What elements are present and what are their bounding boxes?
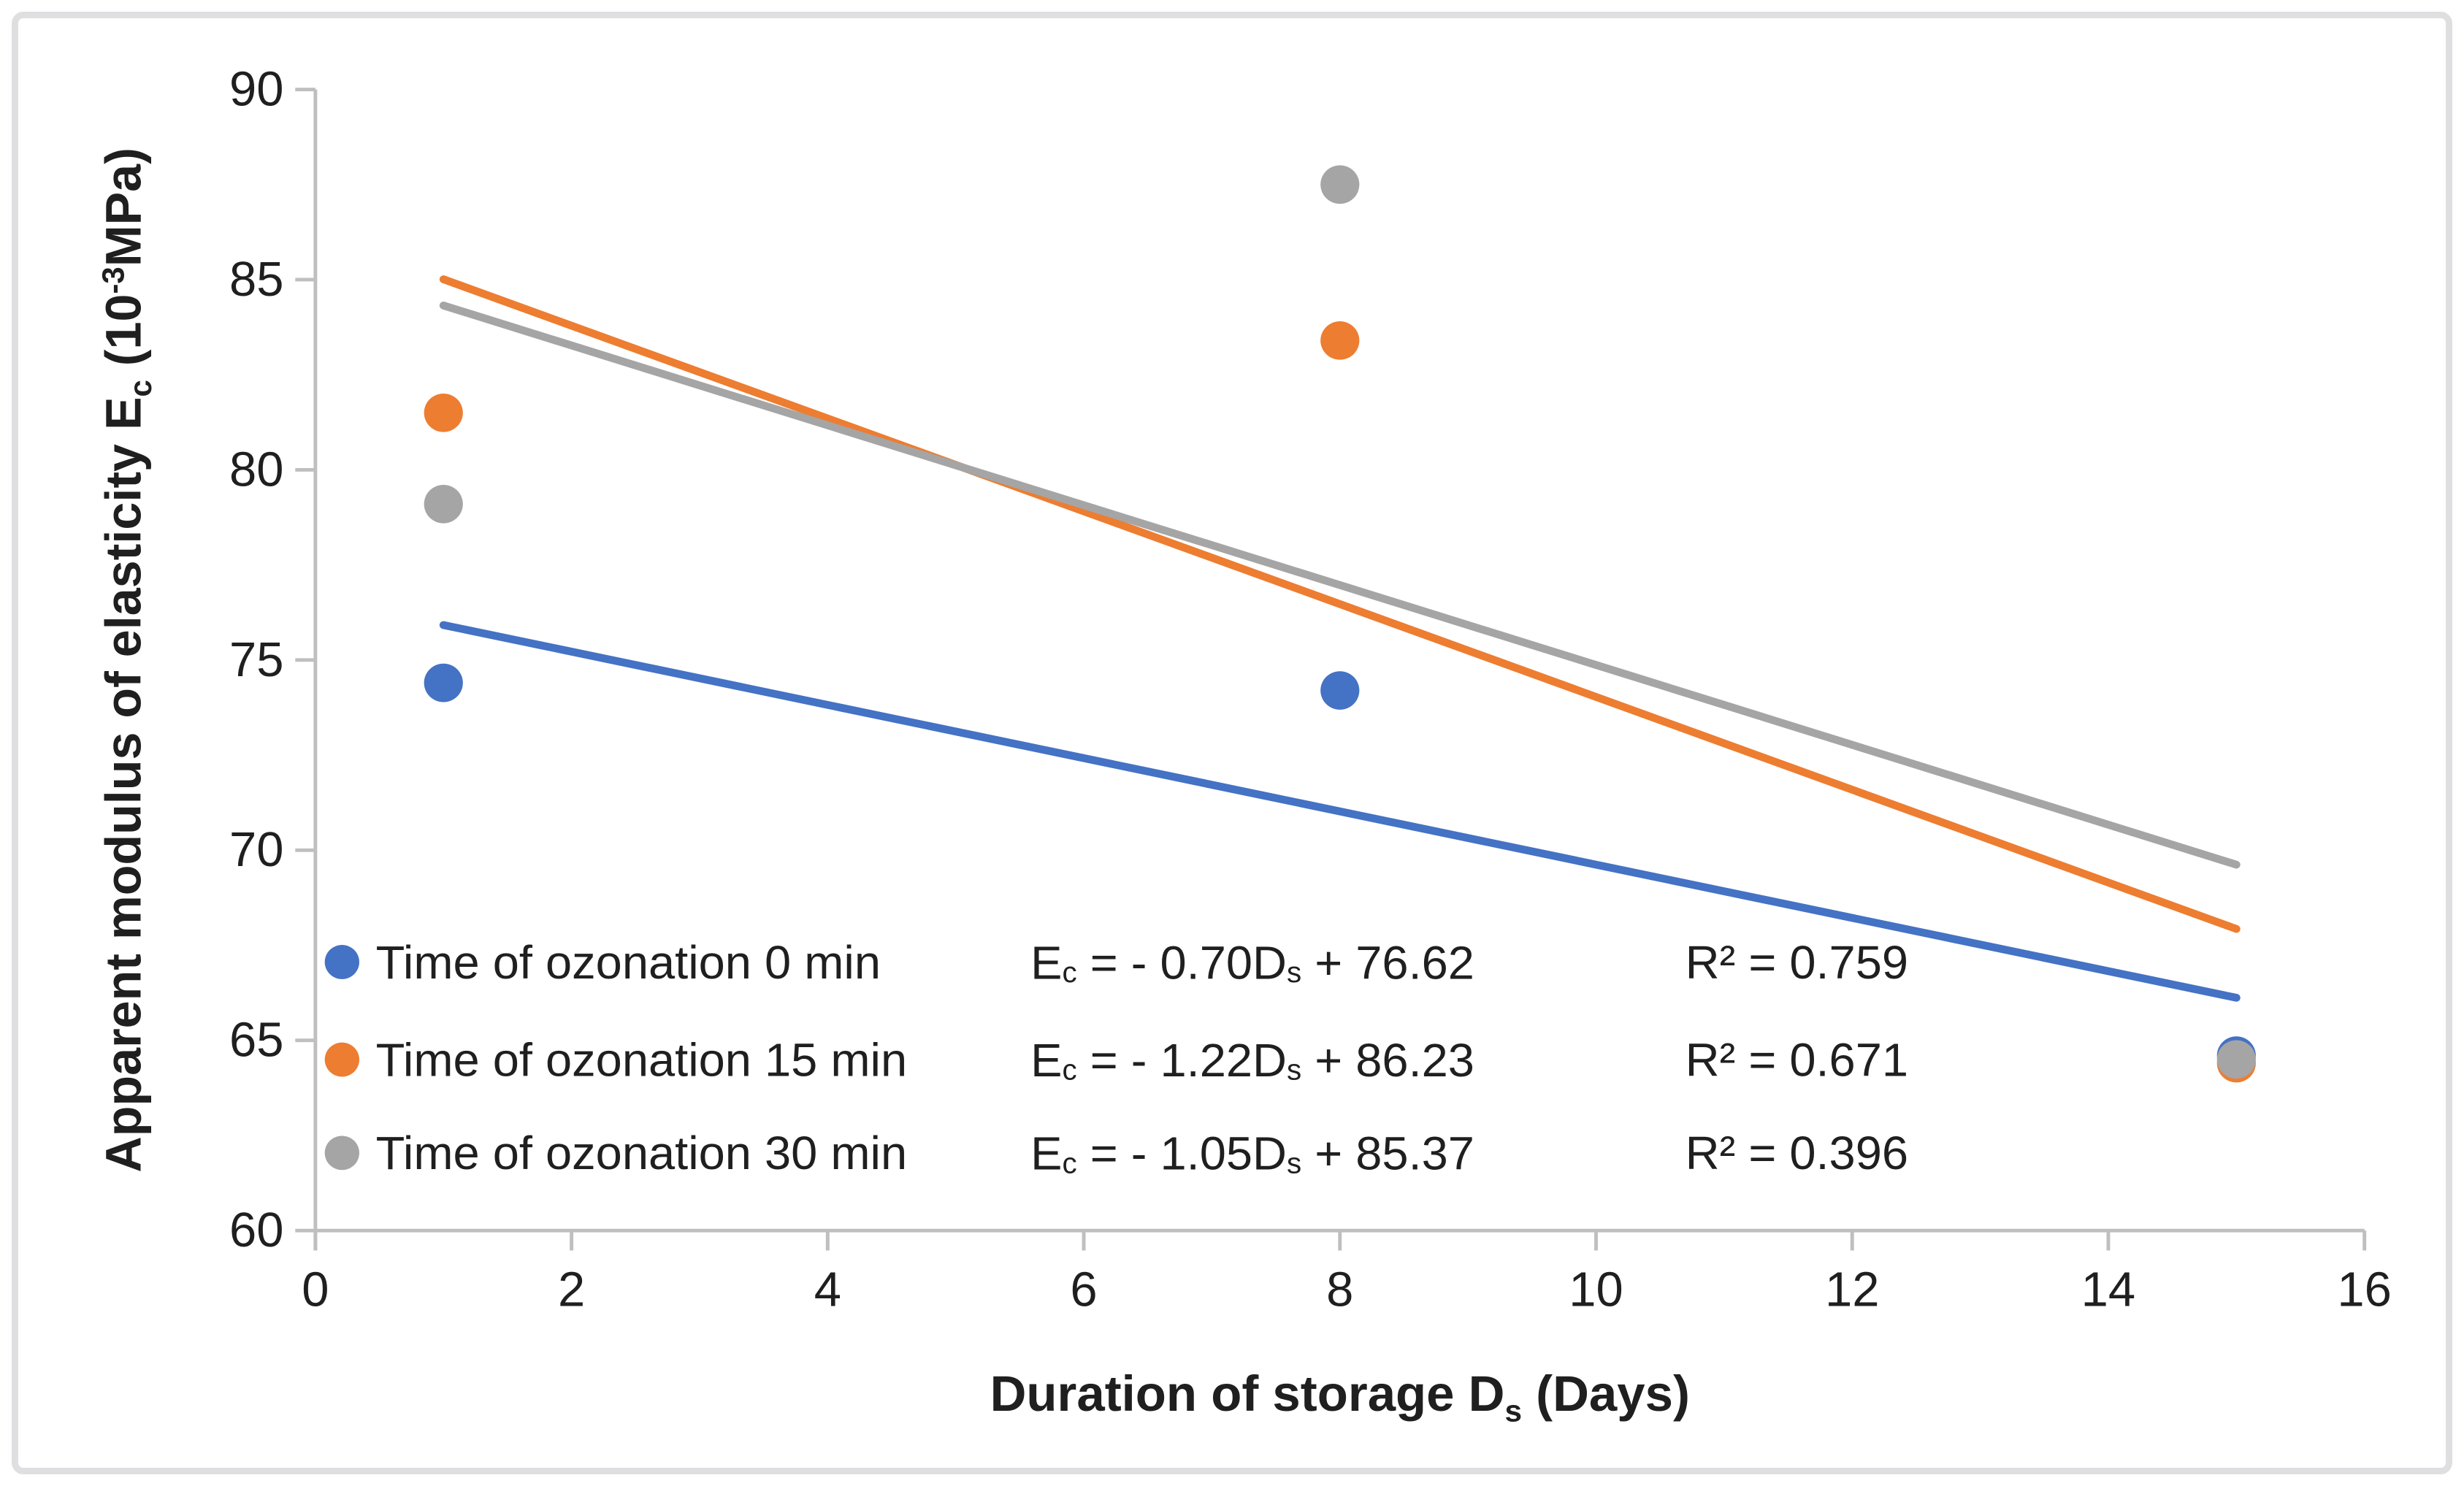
- x-tick-label: 14: [2081, 1263, 2136, 1317]
- equation-text: Ec = - 0.70Ds + 76.62: [1030, 935, 1474, 989]
- r-squared-text: R² = 0.396: [1686, 1127, 1908, 1180]
- x-tick-label: 12: [1825, 1263, 1880, 1317]
- y-tick-label: 65: [229, 1014, 284, 1068]
- r-squared-text: R² = 0.671: [1686, 1033, 1908, 1087]
- x-tick-label: 8: [1326, 1263, 1353, 1317]
- legend-marker: [324, 945, 359, 979]
- y-axis-title: Apparent modulus of elasticity Ec (10-3M…: [95, 148, 158, 1172]
- data-point: [424, 484, 463, 524]
- y-tick-label: 60: [229, 1203, 284, 1257]
- data-point: [1320, 321, 1360, 360]
- x-tick-label: 2: [558, 1263, 585, 1317]
- trendline: [439, 302, 2241, 869]
- legend-marker: [324, 1042, 359, 1077]
- legend-label: Time of ozonation 30 min: [376, 1127, 908, 1180]
- data-point: [1320, 165, 1360, 204]
- y-tick-label: 90: [229, 63, 284, 117]
- x-axis-title: Duration of storage Ds (Days): [990, 1366, 1690, 1428]
- data-point: [424, 393, 463, 432]
- legend-label: Time of ozonation 0 min: [376, 935, 881, 989]
- data-point: [2216, 1040, 2256, 1079]
- trendline: [439, 275, 2241, 933]
- data-point: [424, 663, 463, 702]
- x-tick-label: 10: [1569, 1263, 1623, 1317]
- data-point: [1320, 671, 1360, 710]
- x-tick-label: 0: [302, 1263, 329, 1317]
- scatter-chart: 0 2 4 6 8 10 12 14 16 60 65 70 75 80 85 90 Time of ozona…: [95, 63, 2392, 1428]
- y-tick-label: 80: [229, 443, 284, 497]
- trendline: [439, 621, 2241, 1002]
- y-tick-label: 70: [229, 823, 284, 877]
- x-tick-label: 6: [1070, 1263, 1097, 1317]
- y-tick-label: 85: [229, 253, 284, 307]
- legend-marker: [324, 1135, 359, 1171]
- x-tick-label: 16: [2337, 1263, 2392, 1317]
- legend-label: Time of ozonation 15 min: [376, 1033, 908, 1087]
- chart-frame: 0 2 4 6 8 10 12 14 16 60 65 70 75 80 85 90 Time of ozona…: [12, 12, 2452, 1474]
- equation-text: Ec = - 1.22Ds + 86.23: [1030, 1033, 1474, 1087]
- r-squared-text: R² = 0.759: [1686, 935, 1908, 989]
- y-tick-label: 75: [229, 633, 284, 687]
- x-tick-label: 4: [814, 1263, 841, 1317]
- equation-text: Ec = - 1.05Ds + 85.37: [1030, 1127, 1474, 1180]
